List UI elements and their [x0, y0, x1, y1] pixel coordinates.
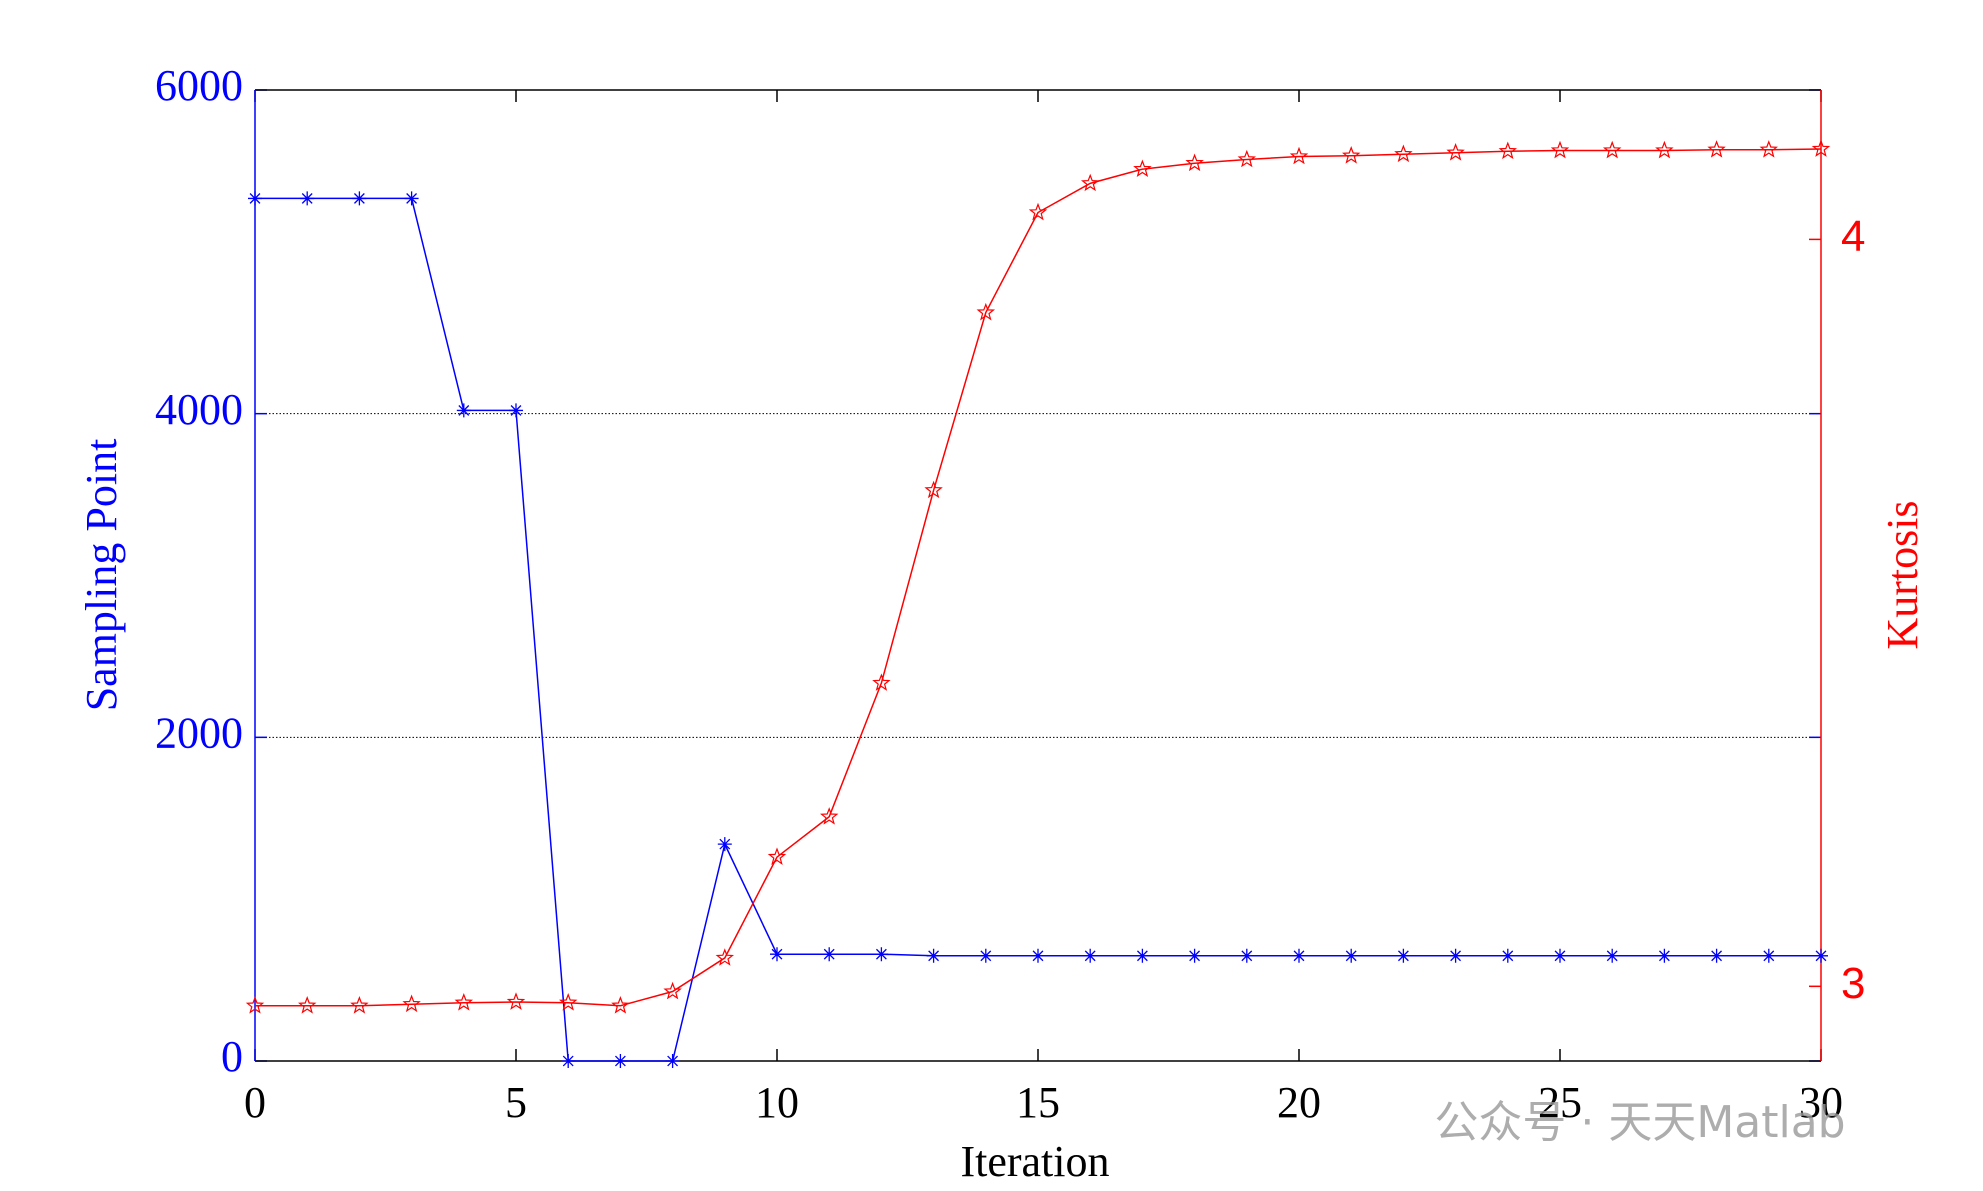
x-tick-label: 15 [1016, 1078, 1060, 1127]
marker [613, 1054, 628, 1068]
marker [506, 992, 526, 1010]
marker [1344, 948, 1359, 963]
marker [1811, 139, 1831, 157]
marker [1605, 948, 1620, 963]
y-axis-label: Sampling Point [77, 439, 126, 712]
marker [248, 191, 262, 206]
marker [1394, 144, 1413, 163]
marker [561, 1054, 576, 1068]
marker [976, 302, 996, 321]
y-tick-label: 0 [221, 1032, 243, 1081]
marker [924, 480, 943, 499]
marker [1550, 140, 1570, 159]
marker [350, 996, 369, 1014]
marker [1655, 140, 1674, 159]
marker [1187, 948, 1202, 963]
marker [558, 993, 578, 1011]
marker [1814, 948, 1828, 963]
x-tick-label: 0 [244, 1078, 266, 1127]
y-tick-label: 2000 [155, 708, 243, 757]
y2-tick-label: 4 [1841, 212, 1865, 261]
marker [1553, 948, 1567, 963]
marker [352, 191, 367, 206]
marker [402, 994, 421, 1013]
marker [926, 948, 941, 963]
marker [1237, 149, 1257, 168]
marker [404, 191, 419, 206]
marker [1761, 948, 1776, 963]
marker [1292, 948, 1306, 963]
y2-tick-label: 3 [1841, 959, 1865, 1008]
marker [663, 981, 682, 1000]
marker [715, 948, 735, 966]
x-tick-label: 20 [1277, 1078, 1321, 1127]
marker [300, 191, 315, 206]
marker [1289, 146, 1309, 165]
marker [1446, 143, 1465, 161]
marker [1500, 948, 1515, 963]
marker [874, 947, 889, 962]
y2-axis-label: Kurtosis [1878, 500, 1927, 649]
marker [454, 993, 474, 1011]
series-line [255, 148, 1822, 1007]
marker [822, 947, 837, 962]
marker [1709, 948, 1724, 963]
marker [1239, 948, 1254, 963]
marker [1031, 948, 1045, 963]
y-tick-label: 6000 [155, 61, 243, 110]
marker [611, 996, 630, 1014]
marker [1657, 948, 1672, 963]
marker [1396, 948, 1411, 963]
marker [1707, 140, 1726, 158]
y-tick-label: 4000 [155, 385, 243, 434]
marker [1341, 146, 1361, 164]
marker [509, 403, 523, 418]
marker [1602, 140, 1622, 159]
marker [717, 837, 732, 852]
x-tick-label: 10 [755, 1078, 799, 1127]
marker [770, 947, 784, 962]
x-axis-label: Iteration [960, 1137, 1109, 1186]
marker [978, 948, 993, 963]
marker [1080, 173, 1100, 192]
marker [456, 403, 471, 418]
marker [1448, 948, 1463, 963]
marker [297, 996, 317, 1014]
plot-area [255, 90, 1821, 1061]
marker [665, 1054, 680, 1068]
marker [1083, 948, 1098, 963]
marker [1759, 140, 1779, 158]
marker [1028, 202, 1048, 221]
marker [1498, 141, 1518, 160]
marker [819, 807, 839, 825]
marker [872, 673, 891, 691]
marker [1133, 159, 1152, 177]
x-tick-label: 30 [1799, 1078, 1843, 1127]
x-tick-label: 5 [505, 1078, 527, 1127]
marker [767, 847, 787, 866]
watermark: 公众号 · 天天Matlab [1434, 1097, 1845, 1148]
marker [1135, 948, 1150, 963]
marker [245, 996, 265, 1014]
marker [1185, 153, 1204, 172]
x-tick-label: 25 [1538, 1078, 1582, 1127]
